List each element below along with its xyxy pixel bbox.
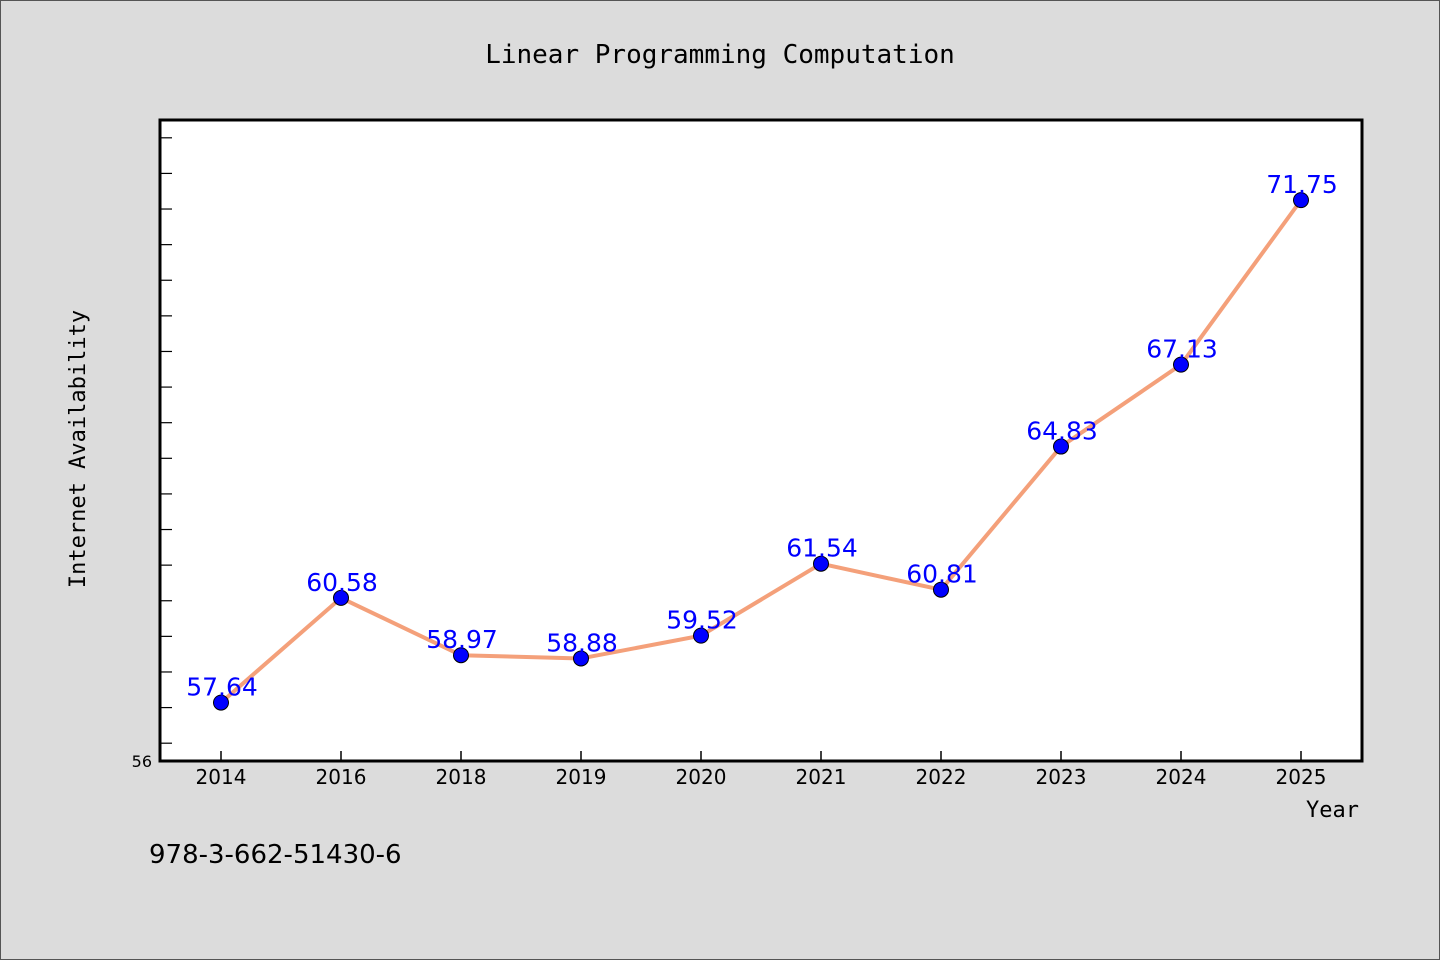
data-label: 58.88 — [546, 628, 618, 657]
data-point — [1293, 192, 1309, 209]
chart-title: Linear Programming Computation — [485, 40, 955, 70]
footnote-isbn: 978-3-662-51430-6 — [149, 840, 402, 870]
data-point — [453, 647, 469, 664]
x-tick-label: 2018 — [436, 765, 487, 789]
x-axis-ticks: 2014 2016 2018 2019 2020 2021 2022 2023 2024 2025 — [196, 751, 1327, 789]
data-label: 67.13 — [1146, 335, 1218, 364]
data-point — [333, 589, 349, 606]
series-line-group — [219, 198, 1303, 705]
y-axis-ticks — [160, 137, 172, 744]
data-point — [933, 581, 949, 598]
series-line — [219, 198, 1303, 705]
x-tick-label: 2025 — [1276, 765, 1327, 789]
marker-group — [213, 192, 1309, 711]
y-axis-label: Internet Availability — [66, 310, 91, 588]
data-label: 58.97 — [426, 625, 498, 654]
x-tick-label: 2022 — [916, 765, 967, 789]
data-point — [213, 694, 229, 711]
data-label: 59.52 — [666, 606, 738, 635]
data-point — [813, 555, 829, 572]
data-label: 61.54 — [786, 534, 858, 563]
x-tick-label: 2023 — [1036, 765, 1087, 789]
data-point — [693, 627, 709, 644]
data-label: 71.75 — [1266, 170, 1338, 199]
x-tick-label: 2020 — [676, 765, 727, 789]
y-tick-label: 56 — [132, 752, 152, 771]
data-label: 60.58 — [306, 568, 378, 597]
data-label: 57.64 — [186, 673, 258, 702]
data-label: 60.81 — [906, 560, 978, 589]
x-tick-label: 2019 — [556, 765, 607, 789]
data-point — [1173, 356, 1189, 373]
data-label-group: 57.64 60.58 58.97 58.88 59.52 61.54 60.81 64.83… — [186, 170, 1338, 701]
data-label: 64.83 — [1026, 417, 1098, 446]
x-tick-label: 2014 — [196, 765, 247, 789]
data-point — [1053, 438, 1069, 455]
x-tick-label: 2021 — [796, 765, 847, 789]
x-axis-label: Year — [1306, 798, 1359, 823]
data-point — [573, 650, 589, 667]
plot-area — [158, 118, 1364, 763]
x-tick-label: 2024 — [1156, 765, 1207, 789]
x-tick-label: 2016 — [316, 765, 367, 789]
